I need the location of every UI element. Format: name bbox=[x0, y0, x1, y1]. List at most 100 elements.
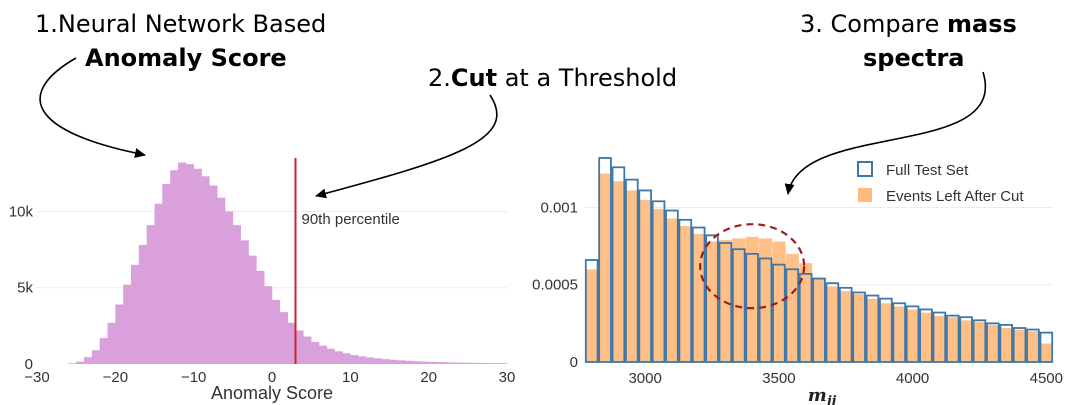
anomaly-bar bbox=[76, 361, 85, 364]
left-x-ticks: −30 −20 −10 0 10 20 30 bbox=[24, 369, 515, 386]
anomaly-bar bbox=[107, 322, 116, 364]
anomaly-bar bbox=[115, 304, 124, 364]
anomaly-bar bbox=[373, 358, 382, 364]
left-y-ticks: 0 5k 10k bbox=[9, 203, 34, 373]
full-test-set-bar bbox=[638, 189, 652, 363]
anomaly-bar bbox=[162, 183, 171, 364]
events-left-bar bbox=[731, 238, 746, 363]
step2-label: 2.Cut at a Threshold bbox=[428, 64, 677, 92]
full-test-set-bar bbox=[959, 316, 973, 363]
events-left-bar bbox=[918, 312, 933, 363]
anomaly-bar bbox=[444, 362, 453, 364]
anomaly-bar bbox=[311, 341, 320, 364]
highlight-ellipse bbox=[699, 223, 806, 310]
right-x-axis-title: mjj bbox=[808, 385, 837, 405]
anomaly-bar bbox=[154, 203, 163, 364]
full-test-set-bar bbox=[945, 314, 960, 363]
events-left-bar bbox=[932, 315, 947, 363]
right-x-tick-label: 4000 bbox=[896, 370, 929, 387]
full-test-set-bar bbox=[812, 277, 826, 363]
full-test-set-bar bbox=[611, 166, 626, 363]
full-test-set-bar bbox=[798, 273, 813, 363]
threshold-label: 90th percentile bbox=[302, 211, 400, 228]
step2-suffix: at a Threshold bbox=[497, 64, 677, 92]
legend-swatch-events-left bbox=[858, 188, 872, 202]
legend-label-full-test-set: Full Test Set bbox=[886, 162, 969, 179]
events-left-bar bbox=[959, 319, 974, 363]
anomaly-bar bbox=[225, 211, 234, 364]
anomaly-bar bbox=[131, 264, 140, 364]
events-left-bar bbox=[651, 208, 666, 363]
events-left-bar bbox=[678, 225, 693, 363]
anomaly-bar bbox=[334, 351, 343, 364]
events-left-bar bbox=[838, 290, 853, 363]
anomaly-bar bbox=[366, 357, 375, 364]
events-left-bar bbox=[825, 285, 840, 363]
events-left-bar bbox=[611, 180, 626, 363]
full-test-set-bar bbox=[999, 324, 1013, 363]
full-test-set-bar bbox=[758, 257, 773, 363]
anomaly-bar bbox=[248, 255, 257, 364]
left-x-tick-label: 20 bbox=[420, 369, 437, 386]
arrow-step1 bbox=[39, 57, 146, 158]
events-left-bar bbox=[905, 309, 920, 363]
anomaly-bar bbox=[84, 357, 93, 364]
anomaly-bar bbox=[342, 353, 351, 364]
anomaly-bar bbox=[420, 361, 429, 364]
left-x-tick-label: 10 bbox=[342, 369, 359, 386]
events-left-bar bbox=[985, 324, 1000, 363]
left-y-tick-label: 10k bbox=[9, 203, 34, 220]
legend: Full Test Set Events Left After Cut bbox=[857, 161, 1024, 205]
left-y-tick-label: 5k bbox=[17, 280, 33, 297]
events-left-bar bbox=[865, 298, 880, 363]
full-test-set-bar bbox=[1012, 327, 1027, 363]
anomaly-bar bbox=[279, 312, 288, 364]
events-left-bar bbox=[718, 239, 733, 363]
full-test-set-bar bbox=[772, 263, 786, 363]
anomaly-bar bbox=[405, 360, 414, 364]
anomaly-bar bbox=[217, 197, 226, 364]
left-x-tick-label: −10 bbox=[181, 369, 206, 386]
anomaly-bar bbox=[303, 336, 312, 364]
left-x-tick-label: 30 bbox=[499, 369, 516, 386]
anomaly-bar bbox=[209, 185, 218, 364]
anomaly-bar bbox=[452, 362, 461, 364]
events-left-bar bbox=[892, 306, 907, 363]
full-test-set-bar bbox=[852, 291, 866, 363]
events-left-bar bbox=[664, 217, 679, 363]
anomaly-bar bbox=[436, 362, 445, 364]
step1-line1: 1.Neural Network Based bbox=[35, 10, 326, 38]
anomaly-bar bbox=[350, 354, 359, 364]
anomaly-bar bbox=[483, 363, 492, 364]
full-test-set-bar bbox=[932, 311, 947, 363]
anomaly-bar bbox=[397, 360, 406, 364]
events-left-bar bbox=[1025, 330, 1040, 363]
right-y-tick-label: 0.0005 bbox=[532, 277, 578, 294]
full-test-set-bar bbox=[584, 259, 599, 363]
events-left-bar bbox=[972, 321, 987, 363]
full-test-set-bar bbox=[919, 308, 933, 363]
step3-line1: 3. Compare mass bbox=[800, 10, 1017, 38]
arrow-step2 bbox=[315, 94, 498, 199]
anomaly-bar bbox=[91, 350, 100, 364]
full-test-set-bar bbox=[745, 252, 759, 363]
full-test-set-bar bbox=[865, 294, 880, 363]
step3-bold1: mass bbox=[947, 10, 1017, 38]
full-test-set-bar bbox=[986, 322, 1000, 363]
step2-bold: Cut bbox=[451, 64, 497, 92]
events-left-bar bbox=[999, 327, 1014, 363]
events-left-bar bbox=[1012, 329, 1027, 363]
anomaly-bar bbox=[201, 176, 210, 364]
full-test-set-bar bbox=[598, 157, 612, 363]
events-left-bar bbox=[878, 302, 893, 363]
anomaly-bar bbox=[295, 330, 304, 364]
anomaly-bar bbox=[428, 361, 437, 364]
anomaly-bar bbox=[499, 363, 508, 364]
right-x-tick-label: 4500 bbox=[1030, 370, 1063, 387]
anomaly-bar bbox=[178, 162, 187, 364]
step3-prefix: 3. Compare bbox=[800, 10, 947, 38]
anomaly-score-histogram: 90th percentile −30 −20 −10 0 10 20 30 05k10k … bbox=[9, 158, 515, 403]
full-test-set-bar bbox=[892, 302, 907, 363]
events-left-bar bbox=[852, 293, 867, 363]
left-x-axis-title: Anomaly Score bbox=[211, 383, 333, 403]
